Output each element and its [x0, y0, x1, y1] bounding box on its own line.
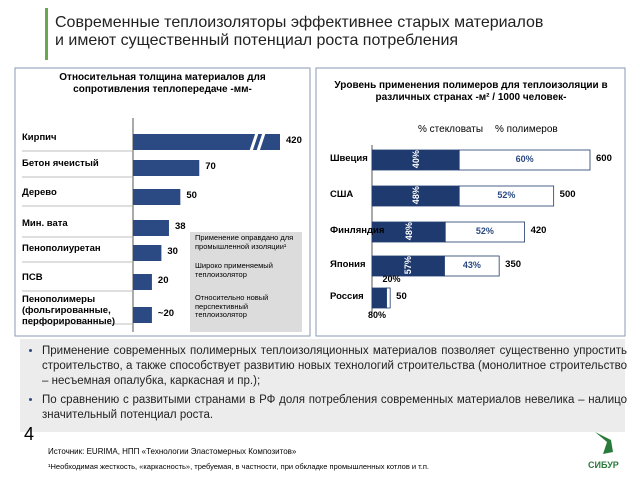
- value-label: 50: [186, 190, 197, 201]
- bar: [133, 245, 162, 261]
- value-label: 30: [167, 246, 178, 257]
- value-label: 52%: [497, 190, 516, 200]
- bar-segment: [458, 149, 591, 171]
- category-label: Япония: [330, 259, 366, 270]
- bullet: Применение современных полимерных теплои…: [42, 344, 627, 389]
- logo-mark: [595, 432, 613, 454]
- value-label: 420: [286, 135, 302, 146]
- bar: [133, 160, 200, 176]
- value-label: 80%: [368, 310, 387, 320]
- category-label: США: [330, 189, 354, 200]
- value-label: 48%: [410, 186, 421, 205]
- bar: [133, 307, 152, 323]
- bar: [133, 274, 152, 290]
- value-label: 40%: [410, 150, 421, 169]
- bar: [133, 189, 181, 205]
- bullet-panel: [20, 339, 625, 432]
- annotation-box: [190, 232, 302, 332]
- category-label: Россия: [330, 291, 364, 302]
- bar-segment: [444, 255, 500, 277]
- legend-label: % стекловаты: [418, 124, 484, 135]
- footnote: ¹Необходимая жесткость, «каркасность», т…: [48, 462, 430, 471]
- value-label: 60%: [515, 154, 534, 164]
- page-number: 4: [24, 424, 35, 444]
- category-label: Пенополимеры (фольгированные, перфориров…: [22, 294, 116, 327]
- value-label: ~20: [157, 308, 175, 319]
- annotation: Относительно новый перспективный теплоиз…: [195, 293, 269, 320]
- value-label: 57%: [403, 256, 414, 275]
- bullet-list: Применение современных полимерных теплои…: [30, 344, 627, 427]
- category-label: Дерево: [22, 187, 57, 198]
- bar-segment: [371, 287, 387, 309]
- axis-break: [248, 129, 267, 155]
- category-label: ПСВ: [22, 272, 43, 283]
- category-label: Мин. вата: [22, 218, 68, 229]
- bar: [133, 220, 169, 236]
- logo: СИБУР: [588, 460, 619, 470]
- annotation: Широко применяемый теплоизолятор: [195, 261, 273, 279]
- bar: [133, 134, 280, 150]
- slide-title: Современные теплоизоляторы эффективнее с…: [55, 14, 544, 50]
- total-label: 600: [596, 153, 612, 164]
- value-label: 20%: [382, 274, 401, 284]
- value-label: 38: [174, 221, 186, 232]
- value-label: 52%: [475, 226, 494, 236]
- bar-segment: [386, 287, 391, 309]
- annotation: Применение оправдано для промышленной из…: [195, 233, 294, 251]
- source: Источник: EURIMA, НПП «Технологии Эласто…: [48, 447, 297, 456]
- bar-segment: [458, 185, 555, 207]
- value-label: 20: [157, 275, 169, 286]
- accent-bar: [45, 8, 48, 60]
- total-label: 420: [530, 225, 547, 236]
- total-label: 50: [396, 291, 407, 302]
- category-label: Кирпич: [22, 132, 57, 143]
- chart-title: Относительная толщина материалов для соп…: [59, 72, 266, 95]
- category-label: Финляндия: [330, 225, 385, 236]
- total-label: 350: [505, 259, 522, 270]
- right-panel: [315, 67, 626, 337]
- bullet: По сравнению с развитыми странами в РФ д…: [42, 393, 627, 423]
- value-label: 43%: [462, 260, 481, 270]
- category-label: Швеция: [330, 153, 368, 164]
- chart-title: Уровень применения полимеров для теплоиз…: [334, 80, 608, 103]
- value-label: 48%: [403, 222, 414, 241]
- total-label: 500: [559, 189, 576, 200]
- left-panel: [14, 67, 311, 337]
- value-label: 70: [205, 161, 216, 172]
- category-label: Пенополиуретан: [22, 243, 101, 254]
- bar-segment: [444, 221, 525, 243]
- legend-label: % полимеров: [495, 124, 558, 135]
- category-label: Бетон ячеистый: [22, 158, 99, 169]
